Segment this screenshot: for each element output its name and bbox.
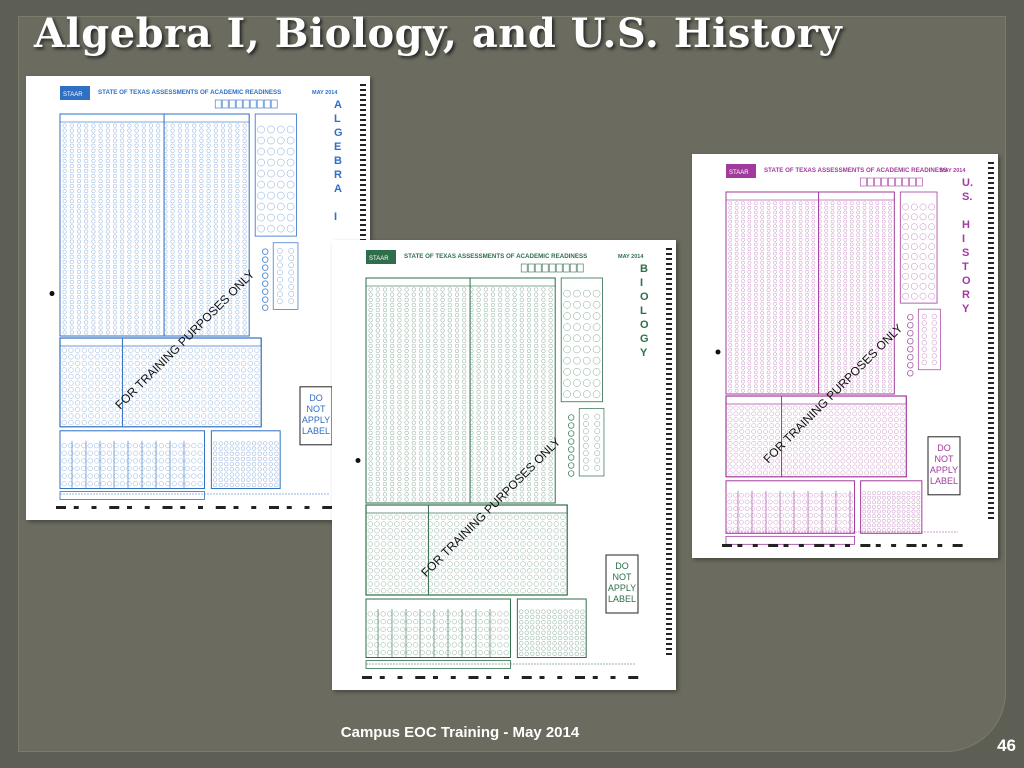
subject-letter: B — [640, 263, 648, 275]
subject-letter: R — [334, 169, 342, 181]
label-box-text: NOT — [613, 572, 633, 582]
subject-letter: S. — [962, 191, 972, 203]
grade-box — [578, 408, 605, 477]
date-of-birth-box — [899, 191, 938, 304]
grade-box — [917, 308, 941, 371]
school-use-block — [725, 480, 856, 534]
biology-form-group: STAAR STATE OF TEXAS ASSESSMENTS OF ACADE… — [355, 248, 672, 679]
subject-letter: O — [962, 275, 971, 287]
label-box-text: LABEL — [608, 594, 636, 604]
label-box-text: LABEL — [302, 426, 330, 436]
form-date: MAY 2014 — [312, 90, 338, 96]
label-box-text: NOT — [935, 454, 955, 464]
ushistory-form-group: STAAR STATE OF TEXAS ASSESSMENTS OF ACADE… — [715, 162, 994, 547]
label-box-text: LABEL — [930, 476, 958, 486]
do-not-apply-label-box — [927, 436, 961, 496]
subject-letter: U. — [962, 177, 973, 189]
us-history-answer-document: STAAR STATE OF TEXAS ASSESSMENTS OF ACADE… — [692, 154, 998, 558]
us-history-form-drawing: STAAR STATE OF TEXAS ASSESSMENTS OF ACADE… — [715, 162, 994, 547]
subject-letter: E — [334, 141, 341, 153]
do-not-apply-label-box — [605, 554, 639, 614]
school-use-block — [365, 598, 511, 658]
staar-logo-text: STAAR — [63, 92, 83, 98]
staar-logo — [366, 250, 396, 264]
subject-letter: B — [334, 155, 342, 167]
subject-letter: I — [640, 277, 643, 289]
subject-letter: T — [962, 261, 969, 273]
program-use-block — [860, 480, 923, 534]
label-box-text: DO — [615, 561, 629, 571]
subject-letter: A — [334, 99, 342, 111]
program-use-block — [210, 430, 281, 490]
staar-logo-text: STAAR — [369, 256, 389, 262]
registration-dot — [715, 349, 721, 355]
subject-letter: I — [962, 233, 965, 245]
district-campus-strip — [365, 660, 511, 669]
date-of-birth-box — [254, 113, 297, 237]
algebra-form-group: STAAR STATE OF TEXAS ASSESSMENTS OF ACADE… — [49, 84, 366, 509]
form-date: MAY 2014 — [618, 254, 644, 260]
page-number: 46 — [997, 736, 1016, 755]
registration-dot — [49, 291, 55, 297]
label-box-text: NOT — [307, 404, 327, 414]
subject-letter: A — [334, 183, 342, 195]
form-header: STATE OF TEXAS ASSESSMENTS OF ACADEMIC R… — [98, 89, 281, 96]
district-campus-strip — [59, 491, 205, 500]
subject-letter: S — [962, 247, 969, 259]
slide-title: Algebra I, Biology, and U.S. History — [34, 10, 843, 57]
name-header-row — [365, 277, 556, 287]
training-watermark: FOR TRAINING PURPOSES ONLY — [418, 435, 563, 580]
district-campus-strip — [725, 535, 855, 545]
label-box-text: APPLY — [302, 415, 330, 425]
name-header-row — [725, 191, 895, 201]
label-box-text: APPLY — [608, 583, 636, 593]
training-watermark: FOR TRAINING PURPOSES ONLY — [112, 267, 257, 412]
subject-letter: O — [640, 291, 649, 303]
biology-answer-document: STAAR STATE OF TEXAS ASSESSMENTS OF ACADE… — [332, 240, 676, 690]
label-box-text: APPLY — [930, 465, 958, 475]
biology-form-drawing: STAAR STATE OF TEXAS ASSESSMENTS OF ACADE… — [355, 248, 672, 679]
subject-letter: R — [962, 289, 970, 301]
staar-logo — [726, 164, 756, 178]
name-header-row — [59, 113, 250, 123]
subject-letter: G — [640, 333, 649, 345]
algebra-form-drawing: STAAR STATE OF TEXAS ASSESSMENTS OF ACADE… — [49, 84, 366, 509]
subject-letter: Y — [640, 347, 648, 359]
subject-letter: H — [962, 219, 970, 231]
label-box-text: DO — [309, 393, 323, 403]
subject-letter: O — [640, 319, 649, 331]
do-not-apply-label-box — [299, 386, 333, 446]
registration-dot — [355, 458, 361, 463]
school-use-block — [59, 430, 205, 490]
subject-letter: Y — [962, 303, 970, 315]
label-box-text: DO — [937, 443, 951, 453]
form-date: MAY 2014 — [940, 168, 966, 174]
algebra-answer-document: STAAR STATE OF TEXAS ASSESSMENTS OF ACADE… — [26, 76, 370, 520]
slide-footer: Campus EOC Training - May 2014 — [340, 724, 580, 741]
grade-box — [272, 242, 299, 310]
staar-logo — [60, 86, 90, 100]
subject-letter: L — [334, 113, 341, 125]
subject-letter: L — [640, 305, 647, 317]
subject-letter: I — [334, 211, 337, 223]
date-of-birth-box — [560, 277, 603, 403]
subject-letter: G — [334, 127, 343, 139]
form-header: STATE OF TEXAS ASSESSMENTS OF ACADEMIC R… — [764, 167, 947, 174]
staar-logo-text: STAAR — [729, 170, 749, 176]
program-use-block — [516, 598, 587, 658]
form-header: STATE OF TEXAS ASSESSMENTS OF ACADEMIC R… — [404, 253, 587, 260]
